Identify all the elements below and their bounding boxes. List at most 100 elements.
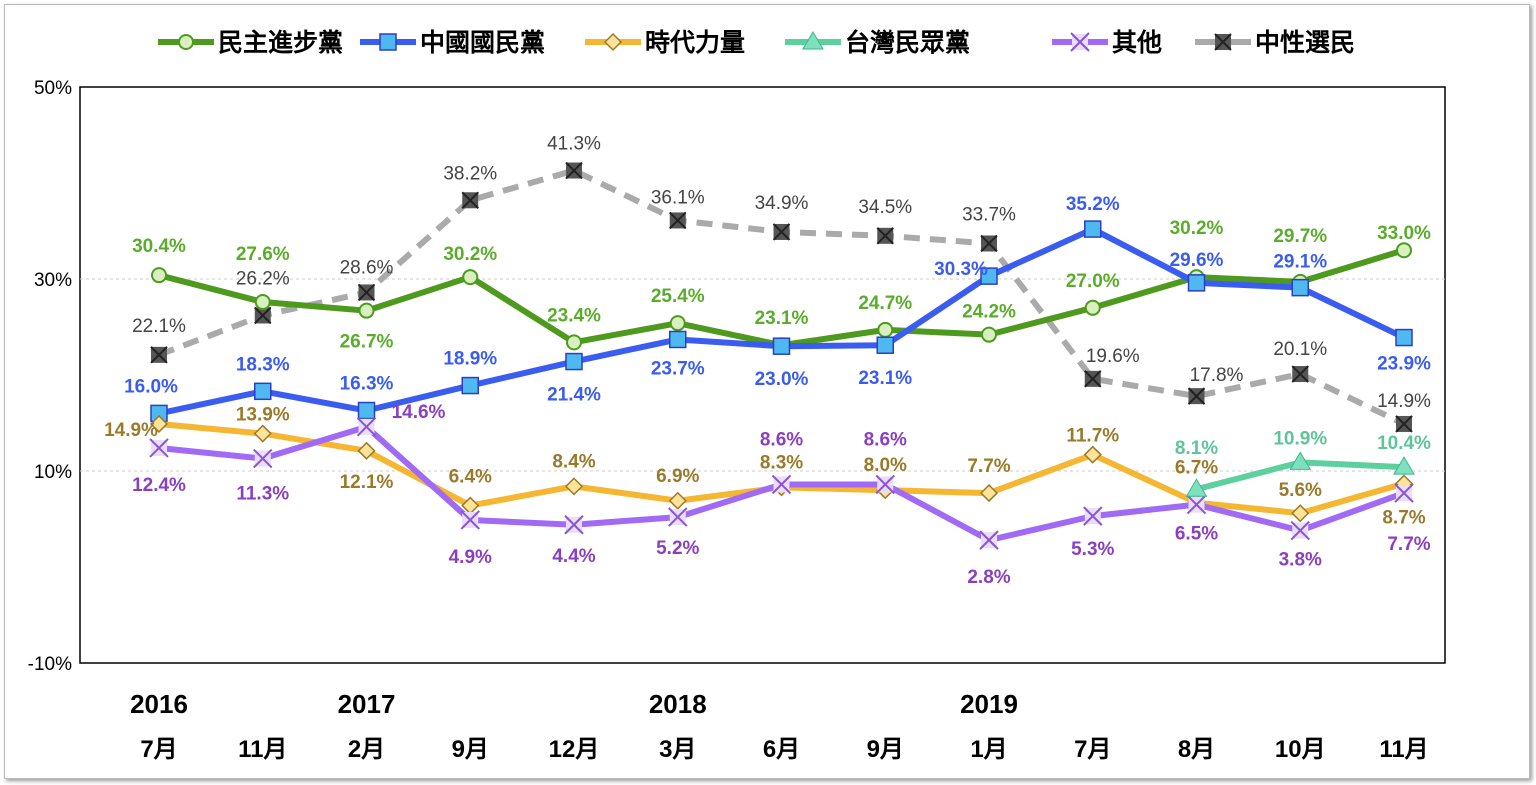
data-label: 5.3% xyxy=(1071,539,1114,560)
data-label: 11.3% xyxy=(236,484,289,505)
data-label: 27.6% xyxy=(236,244,290,265)
legend-label: 中性選民 xyxy=(1255,29,1355,57)
square-marker xyxy=(1395,328,1413,347)
x-tick-label: 8月 xyxy=(1178,736,1215,763)
legend-item: 民主進步黨 xyxy=(158,29,343,57)
y-tick-label: 10% xyxy=(34,462,72,483)
legend-label: 台灣民眾黨 xyxy=(845,28,970,57)
y-tick-label: 50% xyxy=(34,78,72,99)
data-label: 33.7% xyxy=(962,204,1016,225)
x-year-label: 2019 xyxy=(960,689,1018,719)
xbox-marker-cross xyxy=(1395,415,1413,433)
data-label: 41.3% xyxy=(547,134,601,155)
xbox-marker-cross xyxy=(1187,387,1206,405)
x-marker xyxy=(149,438,169,458)
x-marker xyxy=(668,507,688,527)
circle-marker xyxy=(669,315,686,332)
circle-marker xyxy=(1084,299,1101,316)
xbox-marker-cross xyxy=(1214,33,1232,51)
triangle-marker xyxy=(1393,456,1415,475)
circle-marker xyxy=(877,321,894,338)
data-label: 5.2% xyxy=(656,538,699,559)
diamond-marker xyxy=(603,32,623,52)
triangle-marker xyxy=(1185,478,1208,497)
data-label: 24.7% xyxy=(858,293,912,314)
data-label: 16.3% xyxy=(340,374,394,395)
x-marker xyxy=(460,510,480,530)
square-marker xyxy=(772,337,791,355)
square-marker xyxy=(565,352,583,371)
data-label: 14.9% xyxy=(104,420,158,441)
x-marker xyxy=(356,417,377,437)
data-label: 24.2% xyxy=(962,302,1016,323)
legend-label: 中國國民黨 xyxy=(420,29,545,57)
data-label: 10.4% xyxy=(1377,433,1431,454)
data-label: 4.4% xyxy=(552,546,595,567)
x-tick-label: 1月 xyxy=(970,736,1007,763)
legend-label: 民主進步黨 xyxy=(218,29,343,57)
y-tick-label: -10% xyxy=(28,654,72,675)
data-label: 23.7% xyxy=(651,358,705,379)
circle-marker xyxy=(151,267,167,284)
diamond-marker xyxy=(668,491,687,510)
chart-frame xyxy=(4,4,1530,779)
data-label: 20.1% xyxy=(1273,339,1327,360)
x-tick-label: 6月 xyxy=(763,736,800,763)
circle-marker xyxy=(981,326,997,343)
data-label: 13.9% xyxy=(236,405,290,426)
data-label: 30.3% xyxy=(934,259,988,280)
square-marker xyxy=(254,382,272,401)
x-marker xyxy=(979,530,999,550)
legend-label: 其他 xyxy=(1112,28,1162,57)
legend-item: 其他 xyxy=(1052,28,1162,57)
circle-marker xyxy=(1396,242,1412,259)
data-label: 26.7% xyxy=(340,332,394,353)
data-label: 5.6% xyxy=(1279,480,1322,501)
x-tick-label: 11月 xyxy=(238,736,287,763)
xbox-marker-cross xyxy=(1291,365,1309,383)
square-marker xyxy=(357,401,376,420)
x-tick-label: 11月 xyxy=(1379,736,1428,763)
diamond-marker xyxy=(253,424,272,443)
data-label: 8.3% xyxy=(760,452,803,473)
data-label: 18.3% xyxy=(236,354,290,375)
legend-item: 中國國民黨 xyxy=(360,29,545,57)
data-label: 23.0% xyxy=(755,369,809,390)
data-label: 6.9% xyxy=(656,466,699,487)
data-label: 8.7% xyxy=(1382,507,1425,528)
xbox-marker-cross xyxy=(980,234,998,253)
data-label: 30.2% xyxy=(443,244,497,265)
data-label: 33.0% xyxy=(1377,223,1431,244)
data-label: 6.5% xyxy=(1175,524,1218,545)
xbox-marker-cross xyxy=(669,211,687,230)
xbox-marker-cross xyxy=(876,227,894,245)
data-label: 30.4% xyxy=(132,236,186,257)
square-marker xyxy=(461,376,479,395)
x-tick-label: 7月 xyxy=(140,736,177,763)
data-label: 12.1% xyxy=(340,472,394,493)
y-tick-label: 30% xyxy=(34,270,72,291)
x-tick-label: 3月 xyxy=(659,736,696,763)
data-label: 29.7% xyxy=(1273,226,1327,247)
x-year-label: 2018 xyxy=(649,689,707,719)
circle-marker xyxy=(358,302,375,319)
data-label: 6.7% xyxy=(1175,458,1218,479)
diamond-marker xyxy=(357,441,376,460)
square-marker xyxy=(669,330,687,349)
circle-marker xyxy=(462,269,479,286)
data-label: 16.0% xyxy=(124,376,178,397)
series-3: 8.1% 10.9% 10.4% xyxy=(1175,428,1431,497)
x-tick-label: 2月 xyxy=(348,736,385,763)
xbox-marker-cross xyxy=(565,161,583,180)
x-marker xyxy=(564,515,584,535)
data-label: 7.7% xyxy=(1387,534,1430,555)
series-4: 12.4% 11.3% 14.6% 4.9% 4.4% 5.2% 8.6% 8.6% 2.8% 5… xyxy=(132,402,1431,588)
x-marker xyxy=(1394,483,1414,503)
x-year-label: 2017 xyxy=(338,689,396,719)
x-marker xyxy=(875,474,895,495)
legend-item: 時代力量 xyxy=(585,28,745,57)
plot-area xyxy=(79,86,1446,664)
square-marker xyxy=(379,33,397,51)
xbox-marker-cross xyxy=(254,306,272,325)
